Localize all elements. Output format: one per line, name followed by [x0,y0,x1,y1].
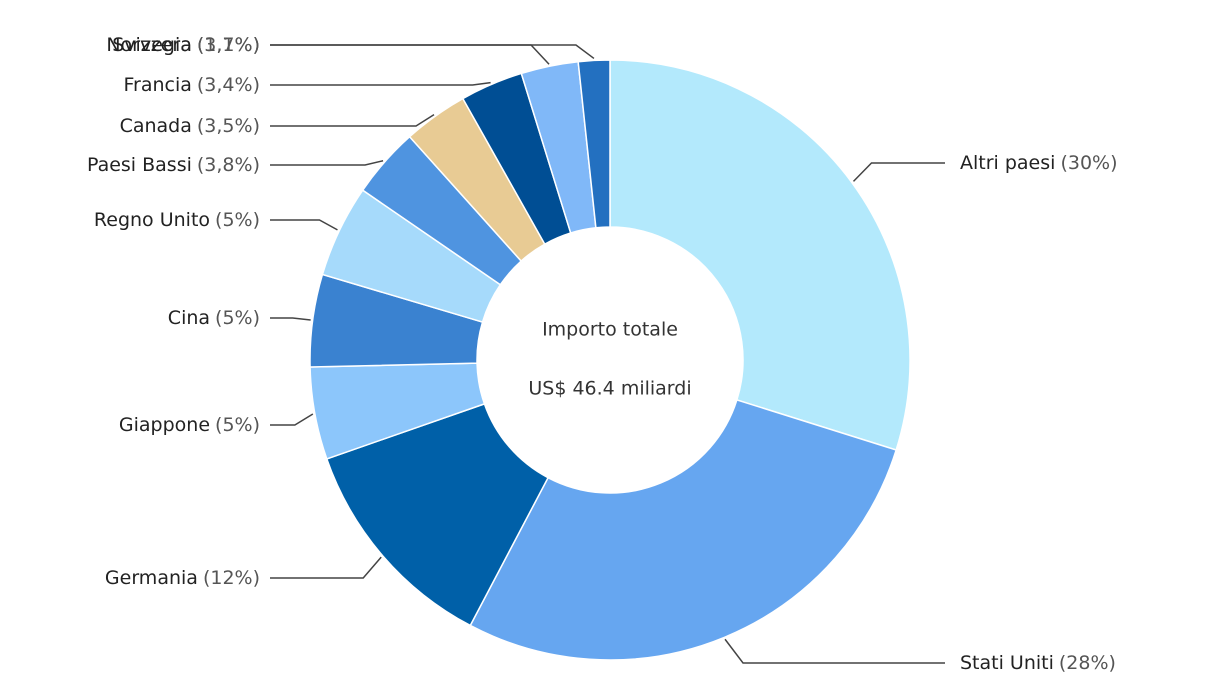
percent-label: (3,8%) [197,154,260,176]
percent-label: (1,7%) [197,34,260,56]
category-name: Norvegia [106,34,192,56]
donut-slice [469,398,898,661]
percent-label: (5%) [215,414,260,436]
category-name: Germania [105,567,198,589]
percent-label: (3,1%) [197,34,260,56]
leader-line [270,317,311,321]
center-label: Importo totale [542,319,678,341]
percent-label: (30%) [1060,152,1117,174]
leader-line [852,162,945,182]
percent-label: (3,4%) [197,74,260,96]
percent-label: (5%) [215,307,260,329]
leader-line [270,44,550,65]
slice-label: Paesi Bassi (3,8%) [87,154,260,176]
category-name: Svizzera [112,34,192,56]
slice-label: Svizzera (1,7%) [112,34,260,56]
category-name: Stati Uniti [960,652,1054,674]
donut-slice [325,402,550,627]
percent-label: (28%) [1059,652,1116,674]
category-name: Regno Unito [94,209,210,231]
slice-label: Germania (12%) [105,567,260,589]
category-name: Cina [168,307,210,329]
slice-label: Altri paesi (30%) [960,152,1118,174]
leader-line [270,413,314,426]
category-name: Altri paesi [960,152,1055,174]
slice-label: Canada (3,5%) [120,115,260,137]
leader-line [270,81,491,86]
donut-slice [609,59,911,451]
category-name: Canada [120,115,192,137]
category-name: Giappone [119,414,210,436]
donut-slice [577,59,611,229]
center-label: US$ 46.4 miliardi [528,378,691,400]
slice-label: Regno Unito (5%) [94,209,260,231]
category-name: Francia [123,74,191,96]
slice-label: Giappone (5%) [119,414,260,436]
leader-line [724,638,945,664]
percent-label: (3,5%) [197,115,260,137]
slice-label: Francia (3,4%) [123,74,260,96]
leader-line [270,160,384,166]
leader-line [270,113,435,127]
slice-label: Stati Uniti (28%) [960,652,1116,674]
leader-line [270,219,338,231]
percent-label: (12%) [203,567,260,589]
percent-label: (5%) [215,209,260,231]
slice-label: Cina (5%) [168,307,260,329]
slice-label: Norvegia (3,1%) [106,34,260,56]
category-name: Paesi Bassi [87,154,192,176]
leader-line [270,556,382,579]
leader-line [270,44,595,60]
